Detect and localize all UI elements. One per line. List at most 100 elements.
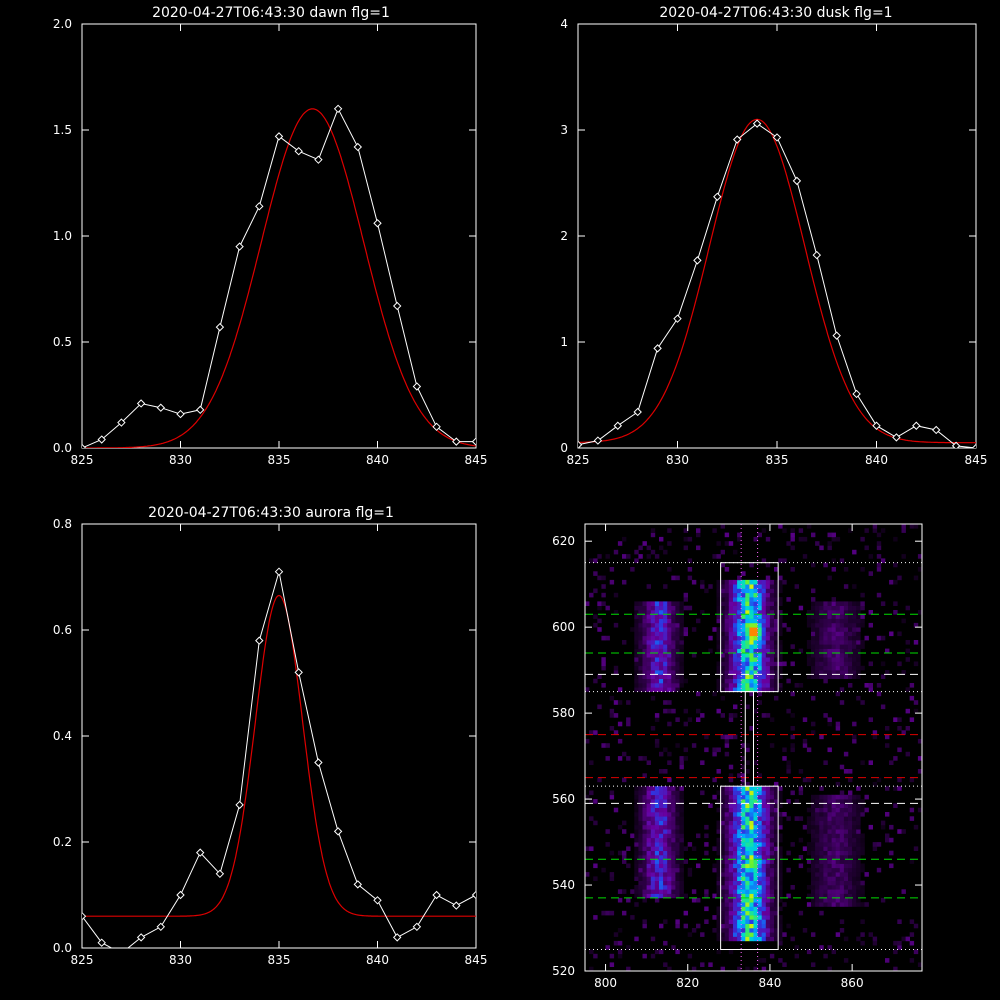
heatmap-cell bbox=[852, 549, 857, 555]
data-point bbox=[412, 382, 422, 391]
heatmap-cell bbox=[728, 880, 734, 886]
heatmap-cell bbox=[593, 953, 598, 959]
heatmap-cell bbox=[753, 824, 758, 830]
heatmap-cell bbox=[769, 592, 775, 598]
heatmap-cell bbox=[663, 618, 668, 624]
heatmap-cell bbox=[753, 640, 758, 645]
heatmap-cell bbox=[696, 708, 701, 714]
heatmap-cell bbox=[761, 833, 767, 839]
heatmap-cell bbox=[659, 652, 664, 658]
heatmap-cell bbox=[745, 618, 750, 624]
heatmap-cell bbox=[724, 627, 730, 632]
heatmap-cell bbox=[646, 648, 651, 654]
heatmap-cell bbox=[905, 726, 910, 731]
heatmap-cell bbox=[745, 816, 750, 821]
heatmap-cell bbox=[716, 683, 721, 688]
heatmap-cell bbox=[823, 842, 828, 847]
data-point bbox=[353, 880, 363, 889]
heatmap-cell bbox=[634, 610, 639, 615]
heatmap-cell bbox=[728, 855, 734, 860]
heatmap-cell bbox=[757, 936, 762, 942]
heatmap-cell bbox=[716, 829, 721, 834]
heatmap-cell bbox=[646, 610, 651, 615]
heatmap-cell bbox=[724, 588, 730, 594]
heatmap-cell bbox=[663, 842, 668, 847]
heatmap-cell bbox=[613, 622, 619, 628]
heatmap-cell bbox=[774, 829, 779, 834]
heatmap-cell bbox=[737, 773, 742, 778]
heatmap-cell bbox=[716, 661, 721, 667]
heatmap-cell bbox=[716, 859, 721, 864]
heatmap-cell bbox=[757, 640, 762, 645]
heatmap-cell bbox=[741, 799, 746, 804]
heatmap-cell bbox=[778, 799, 783, 804]
heatmap-cell bbox=[774, 678, 779, 684]
heatmap-cell bbox=[806, 902, 812, 907]
heatmap-cell bbox=[765, 678, 771, 684]
heatmap-cell bbox=[675, 683, 680, 688]
heatmap-cell bbox=[769, 919, 775, 924]
heatmap-cell bbox=[765, 622, 771, 628]
heatmap-cell bbox=[798, 536, 804, 542]
heatmap-cell bbox=[617, 949, 623, 955]
heatmap-cell bbox=[774, 614, 779, 619]
heatmap-cell bbox=[687, 558, 693, 563]
heatmap-cell bbox=[724, 820, 730, 826]
heatmap-cell bbox=[650, 893, 656, 899]
heatmap-cell bbox=[757, 897, 762, 903]
heatmap-cell bbox=[724, 855, 730, 860]
heatmap-cell bbox=[757, 618, 762, 624]
x-tick-label: 835 bbox=[268, 453, 291, 467]
heatmap-cell bbox=[769, 893, 775, 899]
heatmap-cell bbox=[720, 670, 725, 675]
heatmap-cell bbox=[712, 627, 717, 632]
heatmap-cell bbox=[741, 687, 746, 692]
heatmap-cell bbox=[650, 794, 656, 800]
heatmap-cell bbox=[716, 614, 721, 619]
heatmap-cell bbox=[823, 661, 828, 667]
heatmap-cell bbox=[774, 618, 779, 624]
heatmap-cell bbox=[831, 850, 836, 856]
heatmap-cell bbox=[893, 949, 898, 955]
heatmap-cell bbox=[782, 812, 787, 817]
heatmap-cell bbox=[733, 876, 738, 881]
heatmap-cell bbox=[737, 893, 742, 899]
heatmap-cell bbox=[815, 635, 820, 641]
heatmap-cell bbox=[667, 863, 672, 869]
heatmap-cell bbox=[885, 743, 890, 748]
heatmap-cell bbox=[753, 889, 758, 894]
heatmap-cell bbox=[839, 640, 845, 645]
heatmap-cell bbox=[654, 717, 660, 722]
data-point bbox=[255, 202, 264, 211]
heatmap-cell bbox=[659, 949, 664, 955]
heatmap-cell bbox=[761, 794, 767, 800]
heatmap-cell bbox=[843, 610, 849, 615]
heatmap-cell bbox=[823, 640, 828, 645]
heatmap-cell bbox=[716, 893, 721, 899]
heatmap-cell bbox=[745, 842, 750, 847]
heatmap-cell bbox=[638, 610, 643, 615]
heatmap-cell bbox=[753, 635, 758, 641]
heatmap-cell bbox=[724, 532, 730, 538]
heatmap-cell bbox=[827, 820, 832, 826]
heatmap-cell bbox=[679, 644, 684, 649]
heatmap-cell bbox=[745, 863, 750, 869]
heatmap-cell bbox=[613, 549, 619, 555]
heatmap-cell bbox=[642, 880, 647, 886]
heatmap-cell bbox=[765, 683, 771, 688]
heatmap-cell bbox=[827, 829, 832, 834]
heatmap-cell bbox=[589, 816, 594, 821]
heatmap-cell bbox=[831, 812, 836, 817]
heatmap-cell bbox=[724, 932, 730, 937]
heatmap-cell bbox=[737, 610, 742, 615]
heatmap-cell bbox=[667, 786, 672, 791]
heatmap-cell bbox=[650, 726, 656, 731]
heatmap-cell bbox=[733, 644, 738, 649]
heatmap-cell bbox=[737, 807, 742, 813]
heatmap-cell bbox=[663, 833, 668, 839]
heatmap-cell bbox=[823, 902, 828, 907]
heatmap-cell bbox=[774, 579, 779, 585]
heatmap-cell bbox=[749, 794, 754, 800]
heatmap-cell bbox=[819, 837, 824, 843]
heatmap-cell bbox=[827, 876, 832, 881]
